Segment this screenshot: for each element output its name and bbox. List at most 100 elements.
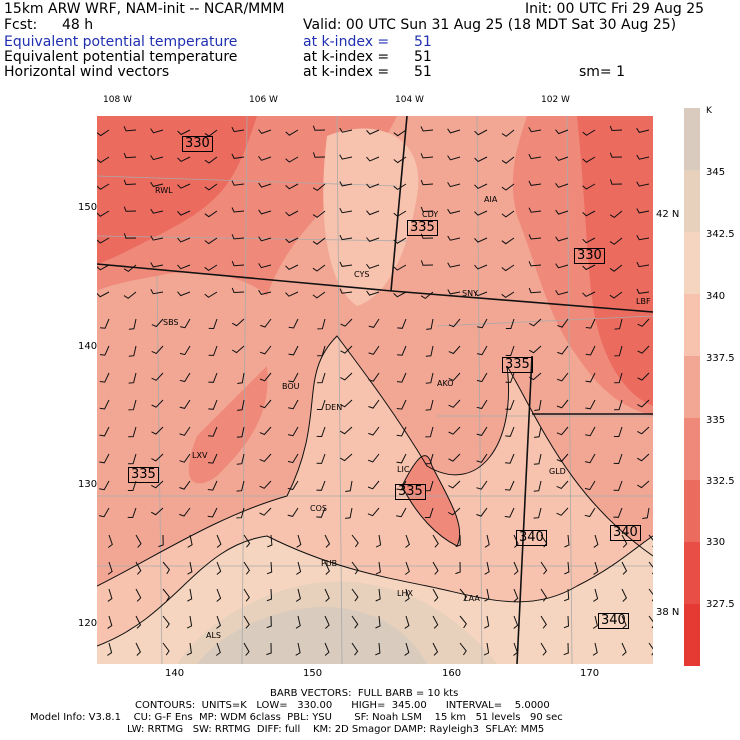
station-den: DEN — [325, 403, 343, 412]
wind-barb — [339, 426, 353, 435]
theta-e-shading — [97, 116, 653, 664]
wind-barb — [448, 372, 461, 382]
wind-barb — [614, 345, 623, 357]
lon-label-108w: 108 W — [103, 95, 132, 105]
colorbar-box — [684, 480, 700, 543]
wind-barb — [447, 128, 461, 134]
wind-barb — [285, 183, 299, 190]
wind-barb — [243, 642, 250, 656]
wind-barb — [533, 507, 542, 519]
wind-barb — [351, 534, 359, 548]
wind-barb — [123, 179, 137, 186]
wind-barb — [231, 318, 245, 327]
wind-barb — [285, 156, 299, 163]
wind-barb — [179, 345, 191, 356]
wind-barb — [636, 235, 650, 241]
wind-barb — [533, 453, 542, 465]
wind-barb — [339, 127, 353, 133]
wind-barb — [216, 561, 222, 575]
shade-345 — [197, 607, 427, 664]
wind-barb — [426, 318, 434, 330]
lat-label-42n: 42 N — [656, 209, 680, 220]
wind-barb — [204, 264, 218, 272]
wind-barb — [107, 642, 113, 656]
wind-barb — [258, 156, 272, 161]
wind-barb — [204, 291, 218, 298]
wind-barb — [339, 181, 353, 187]
wind-barb — [556, 480, 569, 490]
wind-barb — [582, 156, 596, 163]
wind-barb — [179, 318, 191, 329]
colorbar-tick-345: 345 — [706, 167, 726, 178]
wind-barb — [204, 237, 218, 245]
wind-barb — [285, 237, 299, 244]
wind-barb — [339, 234, 353, 241]
wind-barb — [295, 615, 301, 629]
wind-barb — [340, 372, 353, 381]
wind-barb — [556, 399, 569, 409]
wind-barb — [108, 534, 113, 548]
wind-barb — [425, 480, 434, 492]
wind-barb — [179, 507, 191, 517]
wind-barb — [368, 399, 380, 409]
wind-barb — [540, 561, 548, 575]
grid-x-170: 170 — [580, 668, 600, 679]
station-ako: AKO — [437, 379, 454, 388]
wind-barb — [513, 642, 518, 656]
wind-barb — [474, 210, 488, 216]
colorbar-tick-337: 337.5 — [706, 353, 735, 364]
station-als: ALS — [206, 631, 222, 640]
wind-barb — [474, 156, 488, 163]
wind-barb — [150, 289, 164, 295]
wind-barb — [505, 318, 515, 329]
field-name-1: Equivalent potential temperature — [4, 34, 238, 50]
wind-barb — [216, 642, 221, 656]
wind-barb — [396, 426, 407, 437]
smoothing-label: sm= 1 — [579, 64, 626, 80]
wind-barb — [528, 207, 542, 213]
wind-barb — [162, 561, 171, 575]
wind-barb — [207, 480, 218, 491]
colorbar-box — [684, 232, 700, 295]
footer-barb: BARB VECTORS: FULL BARB = 10 kts — [270, 688, 459, 699]
county-lines — [97, 116, 653, 664]
wind-barb — [259, 345, 272, 355]
colorbar-box — [684, 542, 700, 605]
wind-barb — [339, 261, 353, 267]
wind-barb — [99, 480, 110, 491]
wind-barb — [186, 615, 193, 629]
wind-barb — [236, 426, 245, 438]
wind-barb — [528, 261, 542, 267]
wind-barb — [636, 208, 650, 214]
wind-barb — [636, 453, 650, 462]
wind-barb — [501, 264, 515, 272]
wind-barb — [501, 237, 515, 245]
wind-barb — [266, 615, 272, 629]
wind-barb — [207, 507, 218, 518]
lat-label-38n: 38 N — [656, 607, 680, 618]
wind-barb — [236, 453, 245, 465]
wind-barb — [621, 642, 627, 656]
grid-x-140: 140 — [165, 668, 185, 679]
wind-barb — [534, 399, 542, 411]
wind-barb — [243, 561, 251, 575]
wind-barb — [501, 183, 515, 191]
wind-barb — [420, 260, 434, 266]
wind-barb — [397, 318, 407, 329]
wind-barb — [123, 233, 137, 239]
wind-barb — [123, 126, 137, 132]
wind-barb — [582, 183, 596, 190]
lon-label-106w: 106 W — [249, 95, 278, 105]
model-title: 15km ARW WRF, NAM-init -- NCAR/MMM — [4, 1, 285, 17]
wind-barb — [312, 264, 326, 272]
colorbar-tick-330: 330 — [706, 537, 726, 548]
forecast-label: Fcst: — [4, 17, 38, 33]
wind-barb — [187, 561, 193, 575]
wind-barb — [555, 209, 569, 215]
wind-barb — [351, 615, 359, 629]
wind-barb — [208, 372, 218, 383]
wind-barb — [505, 426, 515, 437]
wind-barb — [340, 399, 353, 408]
wind-barb — [648, 642, 653, 656]
wind-barb — [529, 318, 542, 327]
